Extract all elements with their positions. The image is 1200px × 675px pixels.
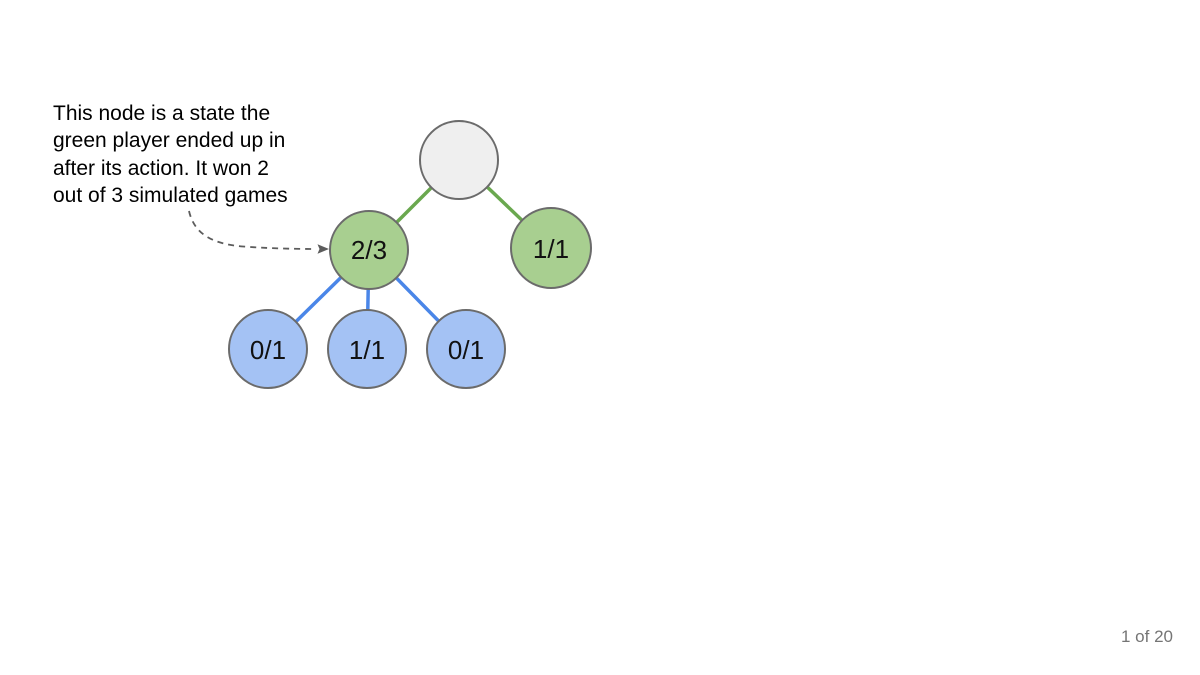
node-green-right-circle [510, 207, 592, 289]
annotation-arrow-head [317, 244, 329, 254]
page-indicator: 1 of 20 [1121, 627, 1173, 646]
node-root-circle [419, 120, 499, 200]
node-green-left: 2/3 [329, 210, 409, 290]
annotation-line: out of 3 simulated games [53, 184, 288, 208]
node-blue-right: 0/1 [426, 309, 506, 389]
node-root [419, 120, 499, 200]
node-blue-middle-circle [327, 309, 407, 389]
node-blue-left: 0/1 [228, 309, 308, 389]
node-blue-right-circle [426, 309, 506, 389]
node-green-right-label: 1/1 [533, 234, 569, 264]
annotation-arrow [188, 210, 329, 254]
node-blue-middle-label: 1/1 [349, 335, 385, 365]
annotation-text: This node is a state the green player en… [53, 100, 288, 210]
annotation-line: after its action. It won 2 [53, 156, 269, 180]
annotation-arrow-line [188, 210, 317, 250]
node-green-left-label: 2/3 [351, 235, 387, 265]
annotation-line: green player ended up in [53, 129, 286, 153]
node-blue-left-circle [228, 309, 308, 389]
node-blue-middle: 1/1 [327, 309, 407, 389]
annotation-line: This node is a state the [53, 102, 271, 125]
node-green-left-circle [329, 210, 409, 290]
node-green-right: 1/1 [510, 207, 592, 289]
node-blue-right-label: 0/1 [448, 335, 484, 365]
node-blue-left-label: 0/1 [250, 335, 286, 365]
